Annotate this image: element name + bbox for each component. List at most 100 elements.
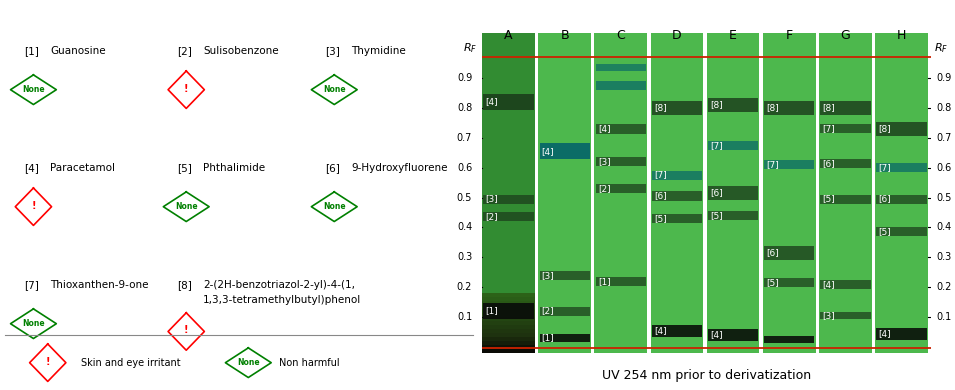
Bar <box>876 195 926 204</box>
Bar <box>708 98 758 112</box>
Bar <box>651 214 702 223</box>
Text: [4]: [4] <box>654 326 667 335</box>
Text: D: D <box>672 29 682 42</box>
Bar <box>876 328 926 340</box>
Bar <box>482 33 535 353</box>
Text: [3]: [3] <box>325 46 340 56</box>
Bar <box>483 94 534 110</box>
Text: $R_F$: $R_F$ <box>462 41 477 55</box>
Bar <box>820 124 871 133</box>
Bar <box>482 275 535 281</box>
Bar <box>708 329 758 341</box>
Text: None: None <box>323 85 346 94</box>
Text: [4]: [4] <box>486 98 499 106</box>
Text: [5]: [5] <box>766 278 779 287</box>
Text: [1]: [1] <box>24 46 39 56</box>
Bar <box>482 56 535 61</box>
Bar <box>482 220 535 225</box>
Text: H: H <box>897 29 906 42</box>
Bar <box>482 184 535 189</box>
Bar <box>482 108 535 113</box>
Text: [4]: [4] <box>541 147 554 156</box>
Bar <box>875 33 927 353</box>
Bar <box>482 172 535 177</box>
Text: Phthalimide: Phthalimide <box>202 163 265 173</box>
Bar <box>759 27 763 353</box>
Bar <box>482 115 535 121</box>
Text: [3]: [3] <box>598 157 610 166</box>
Bar <box>596 277 647 286</box>
Text: Paracetamol: Paracetamol <box>51 163 116 173</box>
Bar <box>482 307 535 313</box>
Bar <box>482 83 535 89</box>
Bar <box>482 188 535 193</box>
Bar <box>819 33 872 353</box>
Bar <box>482 200 535 205</box>
Text: [6]: [6] <box>766 248 779 257</box>
Bar <box>482 163 535 169</box>
Text: [5]: [5] <box>177 163 192 173</box>
Bar <box>482 80 535 85</box>
Text: [7]: [7] <box>879 163 891 172</box>
Bar <box>708 141 758 150</box>
Text: G: G <box>840 29 850 42</box>
Bar <box>482 284 535 289</box>
Bar <box>596 64 647 71</box>
Bar <box>482 347 535 353</box>
Bar <box>482 223 535 229</box>
Bar <box>596 124 647 134</box>
Bar <box>482 216 535 221</box>
Bar <box>651 101 702 115</box>
Text: [6]: [6] <box>654 191 667 200</box>
Text: 0.5: 0.5 <box>936 193 951 202</box>
Bar <box>482 195 535 201</box>
Bar <box>482 268 535 273</box>
Text: [5]: [5] <box>654 214 667 223</box>
Bar <box>596 157 647 166</box>
Bar <box>482 243 535 249</box>
Text: B: B <box>561 29 569 42</box>
Bar <box>482 51 535 57</box>
Bar <box>482 35 535 41</box>
Bar <box>482 128 535 133</box>
Bar <box>482 328 535 333</box>
Text: None: None <box>237 358 260 367</box>
Text: A: A <box>504 29 513 42</box>
Bar <box>482 300 535 305</box>
Bar <box>482 259 535 265</box>
Text: Skin and eye irritant: Skin and eye irritant <box>81 358 180 368</box>
Text: [7]: [7] <box>711 141 723 150</box>
Text: !: ! <box>46 356 50 367</box>
Bar <box>482 339 535 345</box>
Text: [7]: [7] <box>654 170 667 180</box>
Text: [2]: [2] <box>541 307 554 316</box>
Bar <box>591 27 594 353</box>
Text: [8]: [8] <box>766 103 779 112</box>
Bar <box>764 160 815 169</box>
Bar <box>482 124 535 129</box>
Bar <box>820 101 871 115</box>
Bar <box>482 232 535 237</box>
Text: [3]: [3] <box>486 195 499 204</box>
Text: [6]: [6] <box>879 195 891 204</box>
Bar <box>651 324 702 337</box>
Bar <box>820 312 871 319</box>
Text: [2]: [2] <box>486 213 499 222</box>
Bar <box>482 303 535 309</box>
Bar <box>820 195 871 204</box>
Bar <box>539 33 591 353</box>
Bar <box>482 96 535 101</box>
Text: 0.9: 0.9 <box>936 73 951 83</box>
Text: [8]: [8] <box>711 100 723 109</box>
Bar <box>482 76 535 81</box>
Bar <box>482 332 535 337</box>
Bar <box>482 280 535 285</box>
Bar <box>482 32 535 37</box>
Text: [7]: [7] <box>24 280 39 290</box>
Bar <box>482 255 535 261</box>
Bar <box>482 104 535 109</box>
Bar <box>482 319 535 325</box>
Text: [8]: [8] <box>177 280 192 290</box>
Bar <box>707 33 759 353</box>
Bar <box>647 27 650 353</box>
